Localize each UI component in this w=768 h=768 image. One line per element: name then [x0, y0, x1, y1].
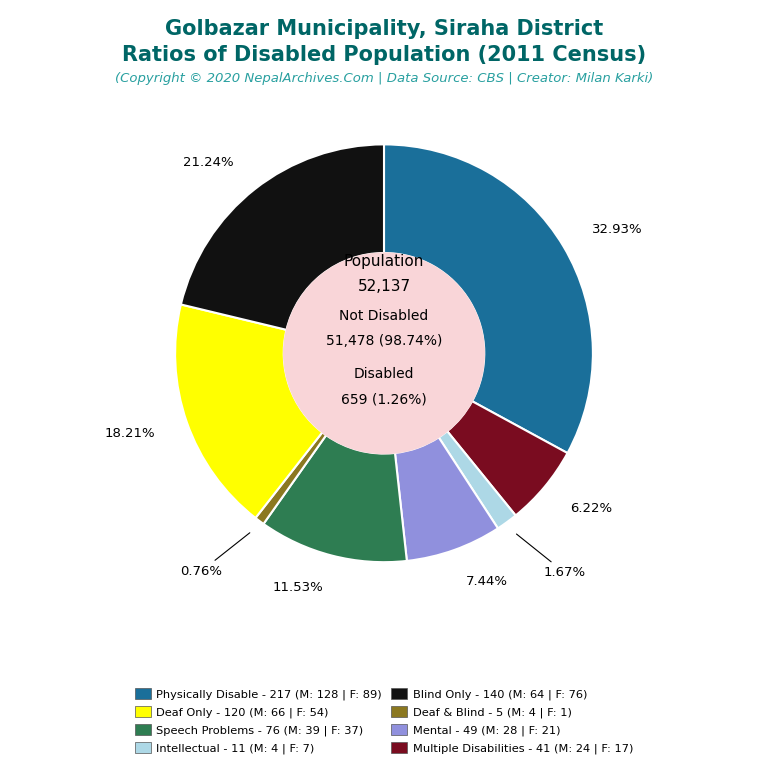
Wedge shape [175, 304, 323, 518]
Wedge shape [384, 144, 593, 453]
Text: Ratios of Disabled Population (2011 Census): Ratios of Disabled Population (2011 Cens… [122, 45, 646, 65]
Circle shape [283, 253, 485, 454]
Wedge shape [447, 401, 568, 515]
Text: 0.76%: 0.76% [180, 533, 250, 578]
Text: 1.67%: 1.67% [517, 534, 586, 579]
Text: 21.24%: 21.24% [184, 157, 234, 170]
Wedge shape [263, 435, 407, 562]
Text: 11.53%: 11.53% [273, 581, 323, 594]
Text: Not Disabled: Not Disabled [339, 309, 429, 323]
Text: 659 (1.26%): 659 (1.26%) [341, 392, 427, 406]
Wedge shape [439, 431, 515, 528]
Text: 6.22%: 6.22% [571, 502, 612, 515]
Wedge shape [395, 437, 498, 561]
Text: 52,137: 52,137 [357, 279, 411, 294]
Text: 51,478 (98.74%): 51,478 (98.74%) [326, 334, 442, 348]
Text: (Copyright © 2020 NepalArchives.Com | Data Source: CBS | Creator: Milan Karki): (Copyright © 2020 NepalArchives.Com | Da… [115, 72, 653, 85]
Wedge shape [181, 144, 384, 329]
Text: 18.21%: 18.21% [104, 427, 155, 440]
Text: Population: Population [344, 254, 424, 269]
Text: 32.93%: 32.93% [592, 223, 643, 236]
Text: 7.44%: 7.44% [465, 575, 508, 588]
Text: Disabled: Disabled [354, 367, 414, 381]
Wedge shape [256, 432, 326, 524]
Legend: Physically Disable - 217 (M: 128 | F: 89), Deaf Only - 120 (M: 66 | F: 54), Spee: Physically Disable - 217 (M: 128 | F: 89… [131, 684, 637, 759]
Text: Golbazar Municipality, Siraha District: Golbazar Municipality, Siraha District [165, 19, 603, 39]
